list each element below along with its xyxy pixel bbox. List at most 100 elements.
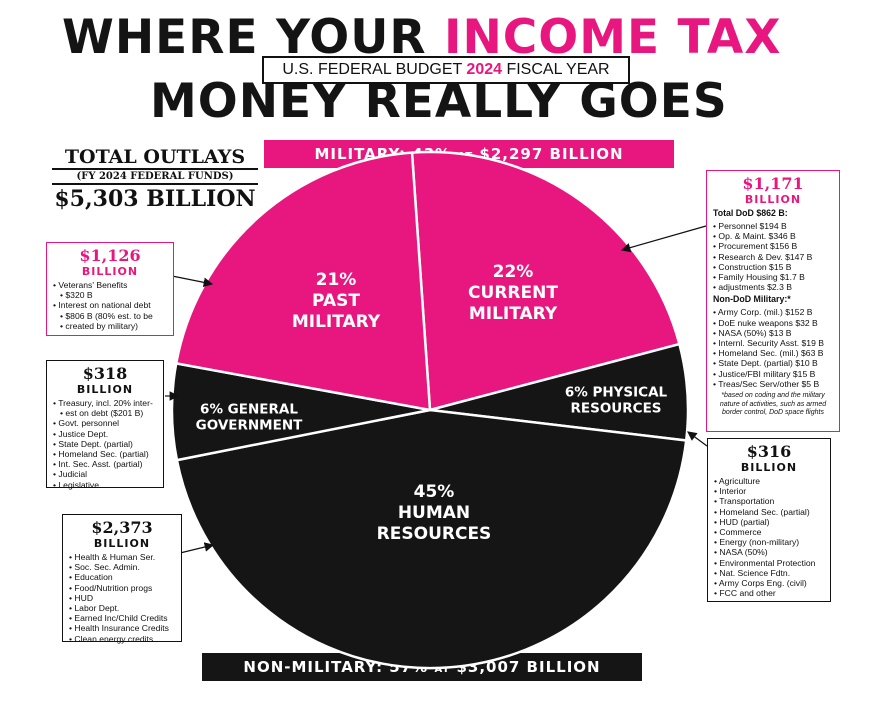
list-item: Justice Dept. <box>53 429 157 439</box>
list-item: Family Housing $1.7 B <box>713 272 833 282</box>
physical-resources-detail-box: $316 BILLION Agriculture Interior Transp… <box>707 438 831 602</box>
list-item: Army Corp. (mil.) $152 B <box>713 307 833 317</box>
page-subtitle: U.S. FEDERAL BUDGET 2024 FISCAL YEAR <box>262 56 630 84</box>
subtitle-pre: U.S. FEDERAL BUDGET <box>282 61 467 78</box>
list-item: Homeland Sec. (mil.) $63 B <box>713 348 833 358</box>
total-outlays-label: TOTAL OUTLAYS <box>52 146 258 170</box>
list-item: Health & Human Ser. <box>69 552 175 562</box>
human-resources-detail-box: $2,373 BILLION Health & Human Ser. Soc. … <box>62 514 182 644</box>
list-item: HUD (partial) <box>714 517 824 527</box>
total-outlays-amount: $5,303 BILLION <box>54 186 256 212</box>
list-item: Treasury, incl. 20% inter- <box>53 398 157 408</box>
nonmilitary-banner-amount: $3,007 BILLION <box>450 658 601 676</box>
pie-label-human-resources: HUMAN <box>398 503 470 523</box>
nondod-items: Army Corp. (mil.) $152 B DoE nuke weapon… <box>713 307 833 389</box>
list-item: Agriculture <box>714 476 824 486</box>
physical-resources-items: Agriculture Interior Transportation Home… <box>714 476 824 598</box>
general-government-amount: $318 <box>82 364 128 383</box>
pie-label-current-military: CURRENT <box>468 283 558 303</box>
list-item: NASA (50%) $13 B <box>713 328 833 338</box>
list-item: Clean energy credits <box>69 634 175 644</box>
list-item: Soc. Sec. Admin. <box>69 562 175 572</box>
list-item: State Dept. (partial) <box>53 439 157 449</box>
current-military-amount: $1,171 <box>742 174 804 193</box>
nondod-heading: Non-DoD Military:* <box>713 294 791 305</box>
list-item: Homeland Sec. (partial) <box>53 449 157 459</box>
list-item: created by military) <box>53 321 167 331</box>
list-item: HUD <box>69 593 175 603</box>
past-military-amount: $1,126 <box>79 246 141 265</box>
page-title-line2: MONEY REALLY GOES <box>150 74 728 129</box>
list-item: Interest on national debt <box>53 300 167 310</box>
list-item: Personnel $194 B <box>713 221 833 231</box>
pie-label-physical-resources: 6% PHYSICAL <box>565 385 668 401</box>
human-resources-unit: BILLION <box>93 537 151 550</box>
list-item: Int. Sec. Asst. (partial) <box>53 459 157 469</box>
past-military-unit: BILLION <box>81 265 139 278</box>
list-item: est on debt ($201 B) <box>53 408 157 418</box>
dod-items: Personnel $194 B Op. & Maint. $346 B Pro… <box>713 221 833 292</box>
total-outlays-sublabel: (FY 2024 FEDERAL FUNDS) <box>52 170 258 185</box>
list-item: Op. & Maint. $346 B <box>713 231 833 241</box>
pie-label-human-resources: 45% <box>414 482 455 502</box>
past-military-detail-box: $1,126 BILLION Veterans' Benefits $320 B… <box>46 242 174 336</box>
current-military-detail-box: $1,171 BILLION Total DoD $862 B: Personn… <box>706 170 840 432</box>
pie-label-past-military: MILITARY <box>292 312 381 332</box>
list-item: Procurement $156 B <box>713 241 833 251</box>
pie-label-past-military: 21% <box>316 270 357 290</box>
list-item: Health Insurance Credits <box>69 623 175 633</box>
military-banner-amount: $2,297 BILLION <box>473 145 624 163</box>
title-part2: INCOME TAX <box>443 10 782 65</box>
title-part1: WHERE YOUR <box>62 10 444 65</box>
list-item: FCC and other <box>714 588 824 598</box>
list-item: adjustments $2.3 B <box>713 282 833 292</box>
pie-slice-human-resources <box>175 408 688 670</box>
pie-slice-current-military <box>410 150 681 412</box>
list-item: $806 B (80% est. to be <box>53 311 167 321</box>
list-item: $320 B <box>53 290 167 300</box>
list-item: Justice/FBI military $15 B <box>713 369 833 379</box>
list-item: Nat. Science Fdtn. <box>714 568 824 578</box>
list-item: Education <box>69 572 175 582</box>
list-item: Commerce <box>714 527 824 537</box>
nonmilitary-banner-at: AT <box>434 664 451 675</box>
arrow-physical-resources <box>687 431 708 447</box>
list-item: Homeland Sec. (partial) <box>714 507 824 517</box>
subtitle-year: 2024 <box>466 61 503 78</box>
arrow-current-military <box>620 225 707 253</box>
pie-label-physical-resources: RESOURCES <box>570 401 661 417</box>
list-item: Labor Dept. <box>69 603 175 613</box>
general-government-unit: BILLION <box>76 383 134 396</box>
pie-label-general-government: 6% GENERAL <box>200 402 298 418</box>
list-item: Environmental Protection <box>714 558 824 568</box>
list-item: Legislative <box>53 480 157 490</box>
list-item: Govt. personnel <box>53 418 157 428</box>
pie-label-current-military: 22% <box>493 262 534 282</box>
page-title-line1: WHERE YOUR INCOME TAX <box>62 12 782 64</box>
arrow-past-military <box>171 275 214 288</box>
list-item: State Dept. (partial) $10 B <box>713 358 833 368</box>
list-item: Veterans' Benefits <box>53 280 167 290</box>
arrow-human-resources <box>179 542 215 554</box>
human-resources-amount: $2,373 <box>91 518 153 537</box>
list-item: Internl. Security Asst. $19 B <box>713 338 833 348</box>
list-item: Construction $15 B <box>713 262 833 272</box>
current-military-unit: BILLION <box>744 193 802 206</box>
list-item: Judicial <box>53 469 157 479</box>
military-footnote: *based on coding and the military nature… <box>719 392 827 417</box>
list-item: Treas/Sec Serv/other $5 B <box>713 379 833 389</box>
pie-label-current-military: MILITARY <box>469 304 558 324</box>
subtitle-post: FISCAL YEAR <box>502 61 610 78</box>
list-item: Army Corps Eng. (civil) <box>714 578 824 588</box>
human-resources-items: Health & Human Ser. Soc. Sec. Admin. Edu… <box>69 552 175 644</box>
list-item: DoE nuke weapons $32 B <box>713 318 833 328</box>
pie-label-human-resources: RESOURCES <box>377 524 492 544</box>
past-military-items: Veterans' Benefits $320 B Interest on na… <box>53 280 167 331</box>
pie-label-general-government: GOVERNMENT <box>196 418 304 434</box>
list-item: Interior <box>714 486 824 496</box>
pie-label-past-military: PAST <box>312 291 360 311</box>
general-government-items: Treasury, incl. 20% inter- est on debt (… <box>53 398 157 490</box>
list-item: Food/Nutrition progs <box>69 583 175 593</box>
physical-resources-unit: BILLION <box>740 461 798 474</box>
